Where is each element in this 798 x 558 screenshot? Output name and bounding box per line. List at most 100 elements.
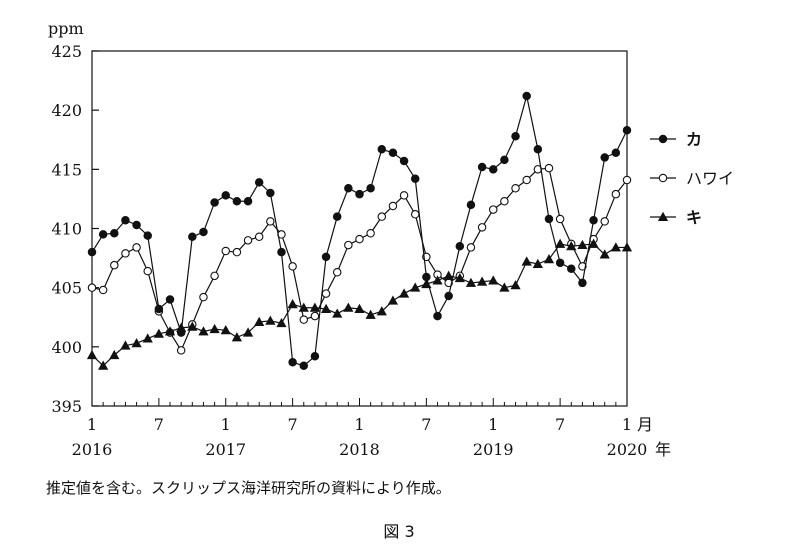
series-1-point bbox=[444, 291, 453, 301]
series-2-point bbox=[332, 268, 342, 277]
series-1-point bbox=[455, 242, 465, 251]
series-3-point bbox=[488, 275, 499, 285]
series-1-point bbox=[511, 131, 520, 141]
y-tick-label: 410 bbox=[51, 220, 82, 239]
series-3-point bbox=[86, 349, 98, 360]
series-2-point bbox=[87, 283, 97, 292]
series-1-point bbox=[143, 231, 152, 240]
series-2-point bbox=[310, 311, 320, 321]
series-3-point bbox=[566, 241, 577, 251]
series-1-point bbox=[567, 264, 576, 273]
x-month-label: 1 bbox=[622, 415, 632, 434]
series-3-point bbox=[510, 280, 521, 290]
series-2-point bbox=[366, 228, 375, 238]
series-2-point bbox=[254, 232, 264, 242]
series-layer bbox=[86, 91, 633, 371]
series-3-point bbox=[231, 332, 243, 342]
series-1-point bbox=[622, 126, 632, 135]
series-2-point bbox=[622, 175, 632, 185]
x-month-label: 7 bbox=[288, 415, 298, 434]
series-1-point bbox=[277, 247, 286, 257]
y-tick-label: 425 bbox=[51, 42, 82, 61]
legend-item-2: ハワイ bbox=[650, 169, 734, 188]
series-3-point bbox=[209, 323, 220, 334]
series-3-point bbox=[499, 282, 510, 292]
series-3-point bbox=[476, 276, 488, 286]
series-2-point bbox=[143, 266, 152, 276]
series-3-point bbox=[621, 242, 633, 252]
y-tick-label: 415 bbox=[51, 160, 82, 179]
series-1-point bbox=[600, 153, 609, 162]
series-2-point bbox=[321, 289, 331, 298]
series-1-point bbox=[98, 230, 108, 239]
y-tick-label: 405 bbox=[51, 279, 82, 298]
series-2-point bbox=[199, 292, 208, 302]
y-tick-label: 400 bbox=[51, 338, 82, 357]
x-year-label: 2020 bbox=[607, 440, 648, 459]
series-3-point bbox=[198, 326, 209, 336]
series-2-point bbox=[410, 210, 420, 219]
series-3-point bbox=[599, 249, 610, 259]
series-3-point bbox=[120, 340, 131, 350]
series-2-point bbox=[399, 191, 409, 200]
series-1-point bbox=[399, 156, 409, 166]
series-1-point bbox=[110, 228, 119, 238]
series-1-point bbox=[243, 197, 253, 206]
series-2-point bbox=[232, 247, 242, 257]
series-1-point bbox=[221, 191, 231, 200]
x-month-label: 1 bbox=[488, 415, 498, 434]
series-1-point bbox=[154, 304, 164, 314]
legend-item-3: キ bbox=[650, 208, 702, 227]
series-3-point bbox=[443, 270, 454, 280]
series-2-point bbox=[500, 197, 509, 206]
series-1-point bbox=[176, 328, 186, 337]
series-2-point bbox=[522, 175, 531, 185]
series-2-point bbox=[299, 315, 309, 324]
series-3-point bbox=[220, 325, 231, 335]
series-2-point bbox=[221, 246, 231, 256]
series-2-point bbox=[110, 260, 119, 270]
series-2-point bbox=[344, 240, 353, 250]
series-3-point bbox=[410, 282, 421, 292]
series-3-point bbox=[298, 302, 309, 312]
series-3-point bbox=[276, 317, 287, 328]
series-3-point bbox=[142, 333, 153, 343]
x-year-label: 2019 bbox=[473, 440, 514, 459]
series-3-point bbox=[354, 303, 365, 313]
series-2-point bbox=[210, 271, 219, 281]
series-1-point bbox=[310, 352, 320, 361]
series-1-point bbox=[254, 178, 264, 187]
series-3-point bbox=[610, 242, 621, 252]
y-axis: ppm 395 400 405 410 415 420 425 bbox=[48, 19, 99, 416]
series-2-point bbox=[98, 285, 108, 295]
series-1-line bbox=[91, 95, 628, 367]
series-3-point bbox=[254, 316, 265, 326]
series-3-point bbox=[187, 321, 198, 331]
series-2-point bbox=[466, 243, 476, 252]
series-2-point bbox=[578, 262, 587, 271]
series-3-point bbox=[332, 308, 343, 318]
legend-marker bbox=[658, 134, 668, 144]
series-3-point bbox=[309, 302, 321, 312]
figure-caption: 図 3 bbox=[383, 522, 415, 541]
series-3-point bbox=[398, 288, 410, 298]
series-2-point bbox=[288, 262, 297, 271]
series-1-point bbox=[544, 214, 554, 224]
series-3-point bbox=[454, 272, 465, 283]
series-2-point bbox=[488, 205, 498, 214]
series-2-point bbox=[611, 189, 621, 199]
series-1-point bbox=[500, 155, 509, 165]
series-2-point bbox=[544, 163, 554, 173]
series-1-point bbox=[87, 247, 97, 257]
series-3-point bbox=[287, 299, 298, 309]
series-1-point bbox=[555, 258, 565, 268]
series-1-point bbox=[466, 200, 476, 210]
series-2-point bbox=[511, 184, 520, 193]
series-3-point bbox=[365, 309, 376, 319]
series-1-point bbox=[477, 162, 487, 172]
series-1-point bbox=[366, 184, 375, 193]
series-3-point bbox=[588, 238, 599, 248]
series-1-point bbox=[199, 227, 208, 237]
